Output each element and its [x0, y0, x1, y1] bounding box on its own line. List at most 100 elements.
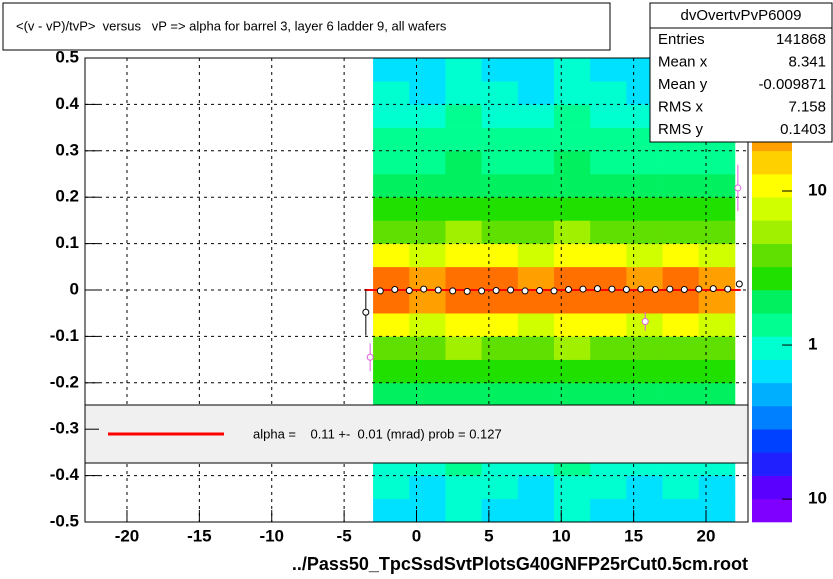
heatmap-cell [373, 81, 410, 105]
heatmap-cell [517, 266, 555, 291]
stats-key: Entries [658, 31, 705, 48]
heatmap-cell [517, 475, 555, 500]
heatmap-cell [517, 127, 555, 152]
heatmap-cell [481, 382, 519, 407]
y-tick-label: -0.2 [50, 372, 79, 391]
heatmap-cell [626, 359, 663, 384]
heatmap-cell [698, 475, 736, 500]
heatmap-cell [554, 81, 591, 105]
heatmap-cell [554, 174, 591, 198]
heatmap-cell [481, 127, 519, 152]
heatmap-cell [626, 150, 663, 175]
heatmap-cell [662, 498, 700, 523]
heatmap-cell [409, 359, 446, 384]
x-tick-label: 0 [412, 526, 421, 545]
heatmap-cell [626, 220, 663, 244]
profile-point [622, 286, 630, 294]
heatmap-cell [481, 313, 519, 337]
heatmap-cell [590, 197, 627, 221]
heatmap-cell [373, 58, 410, 82]
heatmap-cell [517, 359, 555, 384]
heatmap-cell [698, 150, 736, 175]
heatmap-cell [373, 150, 410, 175]
heatmap-cell [554, 127, 591, 152]
profile-point [709, 285, 717, 293]
stats-value: 7.158 [788, 98, 826, 115]
heatmap-cell [409, 382, 446, 407]
heatmap-cell [445, 150, 482, 175]
heatmap-cell [481, 150, 519, 175]
color-scale-band [752, 406, 792, 430]
heatmap-cell [626, 266, 663, 291]
profile-point [507, 286, 515, 294]
heatmap-cell [590, 359, 627, 384]
profile-point [735, 280, 743, 288]
heatmap-cell [517, 58, 555, 82]
heatmap-cell [481, 243, 519, 268]
heatmap-cell [554, 498, 591, 523]
heatmap-cell [590, 498, 627, 523]
heatmap-cell [373, 336, 410, 360]
profile-point [405, 286, 413, 294]
heatmap-cell [373, 243, 410, 268]
profile-point [366, 353, 374, 361]
y-tick-label: 0.1 [55, 233, 79, 252]
heatmap-cell [590, 81, 627, 105]
color-scale-band [752, 290, 792, 314]
z-tick-label: 10 [808, 489, 827, 508]
heatmap-cell [698, 313, 736, 337]
stats-key: RMS x [658, 98, 704, 115]
profile-point [734, 184, 742, 192]
color-scale-band [752, 174, 792, 198]
color-scale-band [752, 336, 792, 360]
z-tick-label: 10 [808, 180, 827, 199]
heatmap-cell [698, 290, 736, 314]
heatmap-cell [445, 475, 482, 500]
heatmap-cell [698, 266, 736, 291]
heatmap-cell [698, 220, 736, 244]
heatmap-cell [409, 220, 446, 244]
y-tick-label: 0.3 [55, 140, 79, 159]
heatmap-cell [590, 290, 627, 314]
stats-value: 141868 [776, 31, 826, 48]
heatmap-cell [662, 336, 700, 360]
stats-value: 8.341 [788, 53, 826, 70]
heatmap-cell [590, 220, 627, 244]
heatmap-cell [373, 197, 410, 221]
heatmap-cell [554, 475, 591, 500]
heatmap-cell [554, 58, 591, 82]
heatmap-cell [445, 58, 482, 82]
stats-key: Mean y [658, 76, 708, 93]
profile-point [376, 287, 384, 295]
heatmap-cell [517, 150, 555, 175]
y-tick-label: -0.5 [50, 511, 79, 530]
heatmap-cell [445, 313, 482, 337]
color-scale-band [752, 313, 792, 337]
stats-key: Mean x [658, 53, 708, 70]
color-scale-band [752, 359, 792, 384]
heatmap-cell [698, 382, 736, 407]
heatmap-cell [554, 290, 591, 314]
heatmap-cell [662, 475, 700, 500]
profile-point [651, 286, 659, 294]
heatmap-cell [409, 104, 446, 128]
heatmap-cell [554, 220, 591, 244]
heatmap-cell [626, 382, 663, 407]
heatmap-cell [590, 336, 627, 360]
x-tick-label: 20 [697, 526, 716, 545]
profile-point [641, 318, 649, 326]
y-tick-label: 0.5 [55, 47, 79, 66]
heatmap-cell [481, 58, 519, 82]
profile-point [593, 285, 601, 293]
heatmap-cell [662, 359, 700, 384]
stats-key: RMS y [658, 121, 704, 138]
x-tick-label: -15 [187, 526, 212, 545]
profile-point [666, 285, 674, 293]
heatmap-cell [590, 58, 627, 82]
heatmap-cell [445, 266, 482, 291]
heatmap-cell [481, 359, 519, 384]
heatmap-cell [517, 243, 555, 268]
heatmap-cell [373, 127, 410, 152]
heatmap-cell [373, 266, 410, 291]
